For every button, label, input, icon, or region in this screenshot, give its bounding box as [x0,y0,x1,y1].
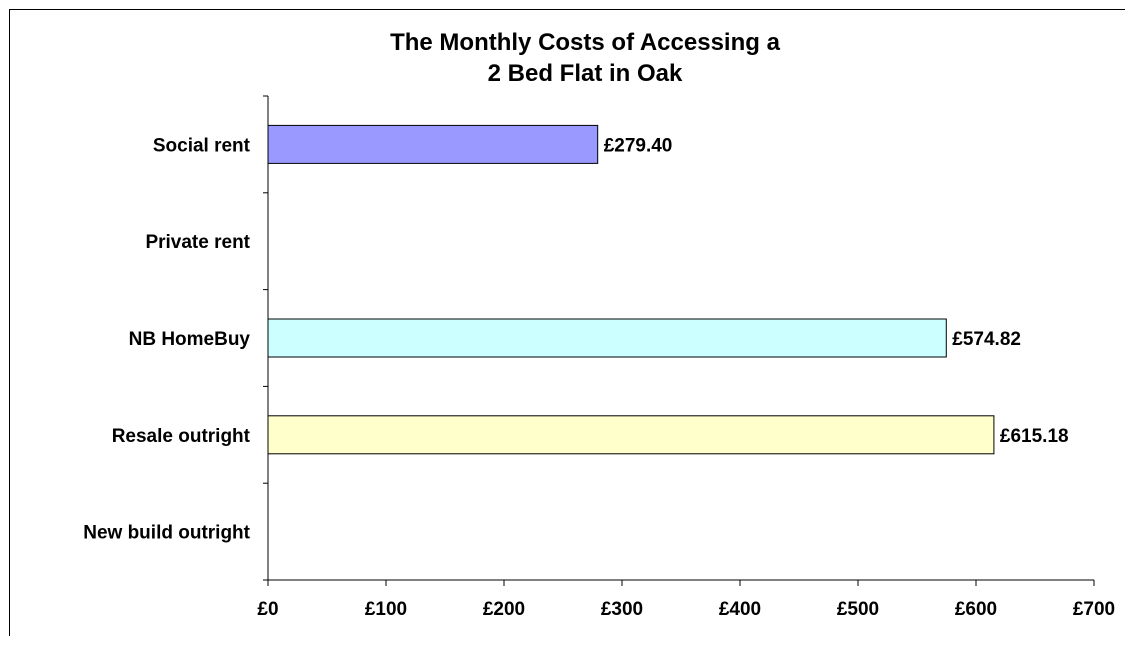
x-tick-label: £600 [955,599,997,620]
bar-value-label: £615.18 [1000,426,1069,447]
category-label: Social rent [153,135,251,156]
bar [267,318,947,358]
bar-value-label: £574.82 [952,329,1021,350]
bar-chart: The Monthly Costs of Accessing a 2 Bed Fl… [83,29,1115,620]
bar [267,124,599,164]
category-label: Private rent [145,232,250,253]
x-tick-label: £500 [837,599,879,620]
bar-value-label: £279.40 [604,135,673,156]
x-tick-label: £700 [1073,599,1115,620]
x-tick-label: £0 [257,599,278,620]
category-label: Resale outright [112,426,251,447]
x-tick-label: £200 [483,599,525,620]
chart-labels: Social rent £279.40 Private rent NB HomeBuy… [83,135,1068,543]
chart-title-line-2: 2 Bed Flat in Oak [488,60,683,87]
chart-frame: The Monthly Costs of Accessing a 2 Bed Fl… [9,9,1125,636]
category-label: NB HomeBuy [129,329,251,350]
chart-title: The Monthly Costs of Accessing a 2 Bed Fl… [390,29,780,87]
chart-bars [267,124,995,455]
chart-title-line-1: The Monthly Costs of Accessing a [390,29,780,56]
category-label: New build outright [83,523,250,544]
x-tick-label: £400 [719,599,761,620]
x-tick-label: £100 [365,599,407,620]
x-tick-label: £300 [601,599,643,620]
bar [267,415,995,455]
chart-axes: £0 £100 £200 £300 £400 £500 £600 £700 [257,95,1115,620]
